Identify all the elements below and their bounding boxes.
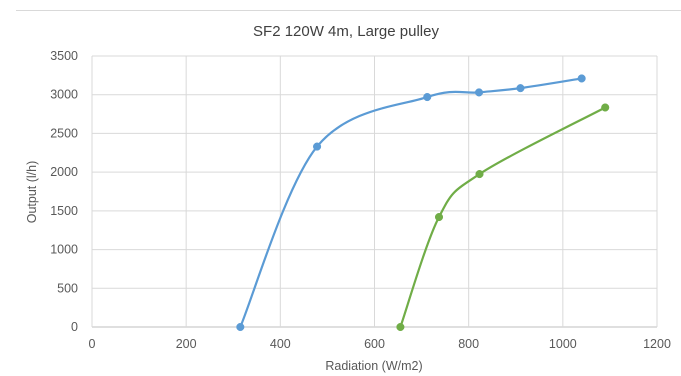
series-line-1	[239, 77, 583, 329]
data-point-series-2	[475, 170, 484, 179]
x-tick-label: 1000	[549, 337, 577, 351]
data-point-series-1	[577, 74, 586, 83]
y-axis-label: Output (l/h)	[25, 161, 39, 224]
x-tick-label: 1200	[643, 337, 671, 351]
y-tick-label: 3000	[50, 88, 78, 102]
x-tick-label: 0	[89, 337, 96, 351]
data-point-series-1	[313, 142, 322, 151]
data-point-series-2	[434, 213, 444, 222]
y-tick-label: 1500	[50, 204, 78, 218]
top-divider	[16, 10, 681, 11]
y-tick-label: 2000	[50, 165, 78, 179]
y-tick-label: 500	[57, 281, 78, 295]
data-point-series-2	[396, 322, 405, 332]
y-tick-label: 0	[71, 320, 78, 334]
series-line-2	[399, 106, 607, 329]
x-tick-label: 400	[270, 337, 291, 351]
x-tick-label: 600	[364, 337, 385, 351]
data-point-series-1	[474, 88, 484, 97]
data-point-series-1	[423, 92, 432, 102]
x-tick-label: 200	[176, 337, 197, 351]
x-axis-label: Radiation (W/m2)	[325, 359, 422, 373]
x-tick-label: 800	[458, 337, 479, 351]
y-tick-label: 2500	[50, 126, 78, 140]
data-point-series-1	[516, 84, 525, 93]
y-tick-label: 3500	[50, 49, 78, 63]
data-point-series-2	[601, 103, 610, 112]
data-point-series-1	[236, 322, 245, 332]
y-tick-label: 1000	[50, 243, 78, 257]
chart-title: SF2 120W 4m, Large pulley	[253, 23, 439, 40]
